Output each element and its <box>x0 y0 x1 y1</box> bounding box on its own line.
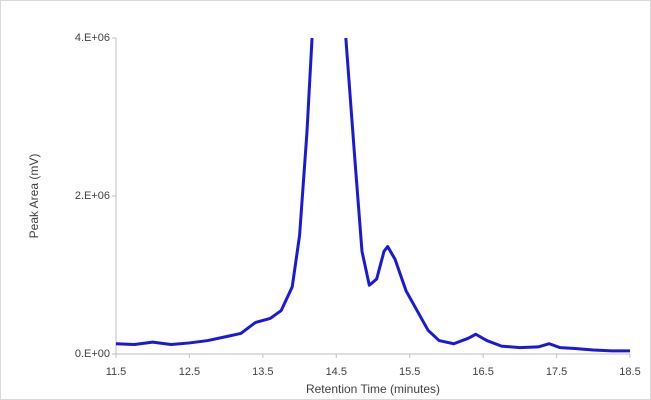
y-tick-label: 4.E+06 <box>75 32 110 44</box>
x-tick-label: 18.5 <box>619 366 640 378</box>
y-axis-title: Peak Area (mV) <box>27 154 41 239</box>
x-tick-label: 17.5 <box>546 366 567 378</box>
x-tick-label: 15.5 <box>399 366 420 378</box>
x-tick-label: 14.5 <box>326 366 347 378</box>
x-tick-label: 16.5 <box>472 366 493 378</box>
y-tick-label: 2.E+06 <box>75 190 110 202</box>
x-tick-label: 11.5 <box>106 366 127 378</box>
x-tick-label: 13.5 <box>252 366 273 378</box>
x-axis-title: Retention Time (minutes) <box>306 382 440 396</box>
x-tick-label: 12.5 <box>179 366 200 378</box>
data-line <box>115 37 630 353</box>
y-tick-label: 0.E+00 <box>75 348 110 360</box>
